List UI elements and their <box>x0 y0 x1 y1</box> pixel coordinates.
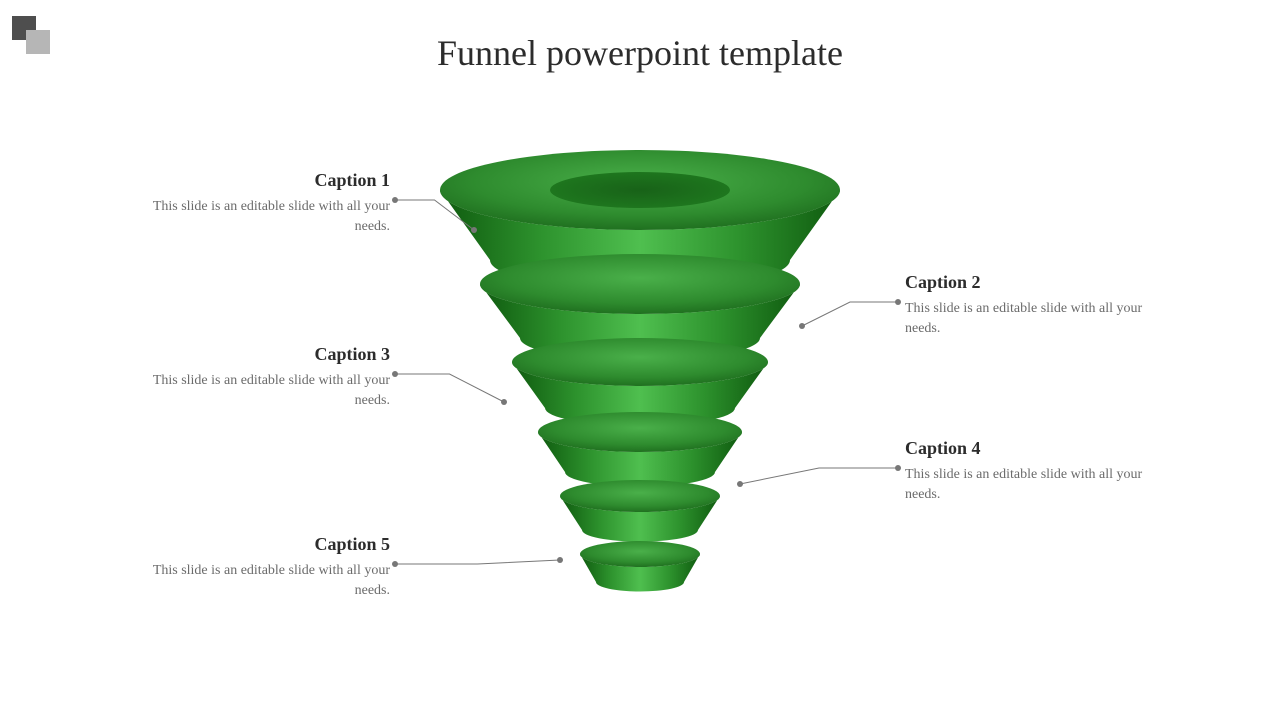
connector-dot <box>501 399 507 405</box>
connector-3 <box>395 374 504 402</box>
caption-3: Caption 3 This slide is an editable slide… <box>140 344 390 410</box>
caption-4: Caption 4 This slide is an editable slide… <box>905 438 1155 504</box>
connector-dot <box>737 481 743 487</box>
caption-5: Caption 5 This slide is an editable slide… <box>140 534 390 600</box>
funnel-segment-4 <box>538 412 742 487</box>
connector-2 <box>802 302 898 326</box>
funnel-segment-5 <box>560 480 720 542</box>
caption-desc: This slide is an editable slide with all… <box>905 299 1155 338</box>
connector-dot <box>392 561 398 567</box>
caption-heading: Caption 5 <box>140 534 390 555</box>
connector-5 <box>395 560 560 564</box>
connector-dot <box>557 557 563 563</box>
caption-desc: This slide is an editable slide with all… <box>905 465 1155 504</box>
caption-heading: Caption 3 <box>140 344 390 365</box>
caption-desc: This slide is an editable slide with all… <box>140 197 390 236</box>
caption-heading: Caption 4 <box>905 438 1155 459</box>
connector-4 <box>740 468 898 484</box>
connector-dot <box>895 299 901 305</box>
caption-desc: This slide is an editable slide with all… <box>140 371 390 410</box>
connector-dot <box>895 465 901 471</box>
caption-desc: This slide is an editable slide with all… <box>140 561 390 600</box>
caption-1: Caption 1 This slide is an editable slide… <box>140 170 390 236</box>
funnel-segment-6 <box>580 541 700 592</box>
caption-heading: Caption 1 <box>140 170 390 191</box>
connector-dot <box>392 197 398 203</box>
caption-2: Caption 2 This slide is an editable slide… <box>905 272 1155 338</box>
connector-dot <box>471 227 477 233</box>
caption-heading: Caption 2 <box>905 272 1155 293</box>
connector-dot <box>392 371 398 377</box>
connector-dot <box>799 323 805 329</box>
